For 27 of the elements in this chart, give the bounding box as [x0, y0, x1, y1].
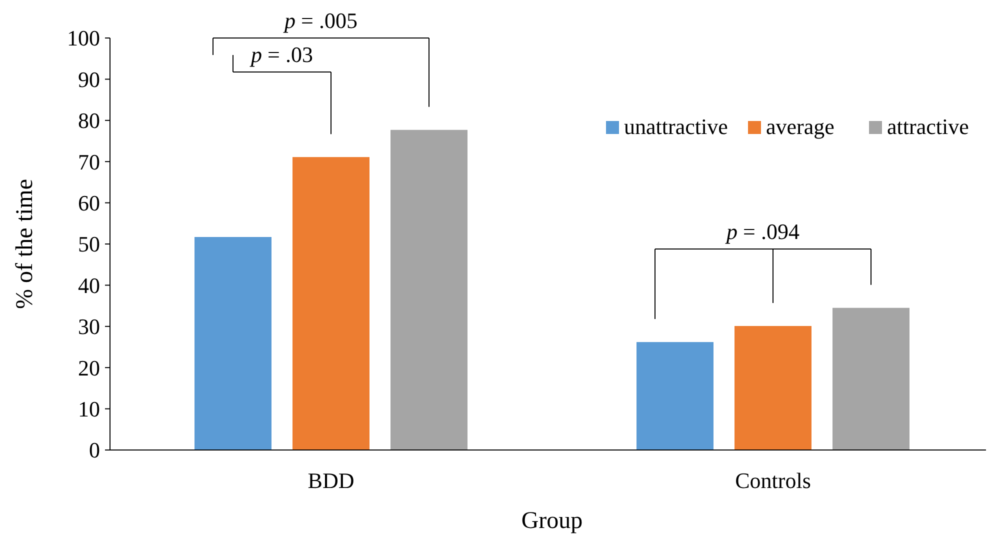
- annotation: p = .03: [249, 42, 313, 67]
- bar: [832, 308, 910, 450]
- y-tick-label: 50: [78, 232, 100, 257]
- legend-label: unattractive: [624, 114, 728, 139]
- y-tick-label: 0: [89, 438, 100, 463]
- bar: [292, 157, 370, 450]
- bar: [390, 130, 468, 450]
- y-axis-title: % of the time: [12, 179, 38, 309]
- y-tick-label: 10: [78, 396, 100, 422]
- x-axis-title: Group: [521, 508, 583, 534]
- x-tick-label: BDD: [308, 468, 354, 493]
- annotation: p = .094: [724, 219, 800, 244]
- y-tick-label: 60: [78, 190, 100, 216]
- legend-label: attractive: [887, 114, 969, 139]
- y-tick-label: 40: [78, 272, 100, 298]
- y-tick-label: 70: [78, 149, 100, 174]
- y-tick-label: 80: [78, 108, 100, 134]
- bar: [194, 236, 272, 450]
- x-tick-label: Controls: [735, 468, 811, 493]
- bar: [734, 326, 812, 450]
- legend-label: average: [766, 114, 834, 139]
- y-tick-label: 90: [78, 66, 100, 92]
- text: p = .005: [282, 8, 358, 33]
- y-tick-label: 20: [78, 355, 100, 380]
- bar: [636, 342, 714, 450]
- y-tick-label: 100: [67, 26, 100, 51]
- y-tick-label: 30: [78, 314, 100, 340]
